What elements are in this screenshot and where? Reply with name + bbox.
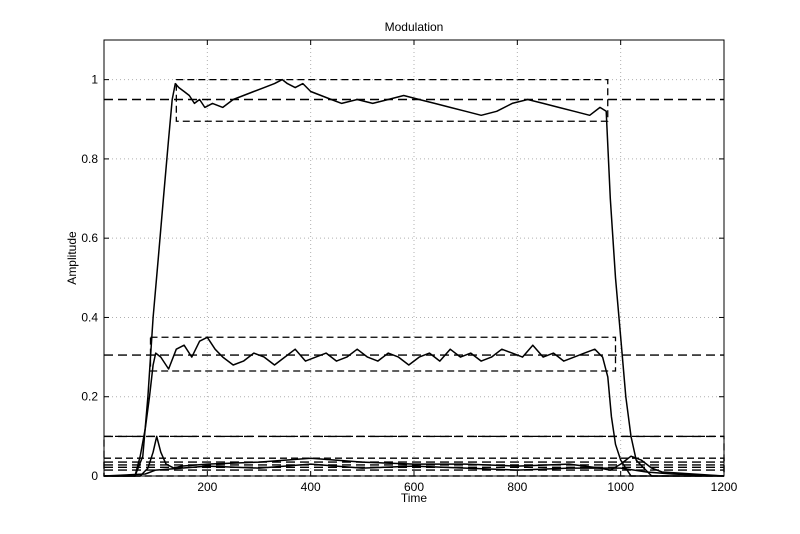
y-tick-label-4: 0.8 (81, 152, 98, 166)
x-axis-label: Time (401, 491, 428, 505)
x-tick-label-5: 1200 (711, 480, 738, 494)
x-tick-label-4: 1000 (607, 480, 634, 494)
series-group (103, 78, 725, 477)
y-axis-label: Amplitude (65, 231, 79, 285)
x-tick-label-1: 400 (301, 480, 321, 494)
signal-line-0 (104, 78, 724, 477)
x-tick-label-0: 200 (197, 480, 217, 494)
envelope-box-0 (175, 78, 609, 122)
x-tick-label-3: 800 (507, 480, 527, 494)
x-tick-label-2: 600 (404, 480, 424, 494)
y-tick-label-1: 0.2 (81, 390, 98, 404)
y-tick-label-2: 0.4 (81, 310, 98, 324)
y-tick-label-5: 1 (91, 73, 98, 87)
chart-title: Modulation (385, 20, 444, 34)
y-tick-label-3: 0.6 (81, 231, 98, 245)
signal-line-1 (104, 336, 724, 477)
grid-lines (104, 40, 725, 477)
axes-frame (103, 39, 725, 477)
y-tick-label-0: 0 (91, 469, 98, 483)
tick-group: 200 400 600 800 1000 1200 0 0.2 0.4 0.6 0.8 1 (81, 40, 738, 494)
